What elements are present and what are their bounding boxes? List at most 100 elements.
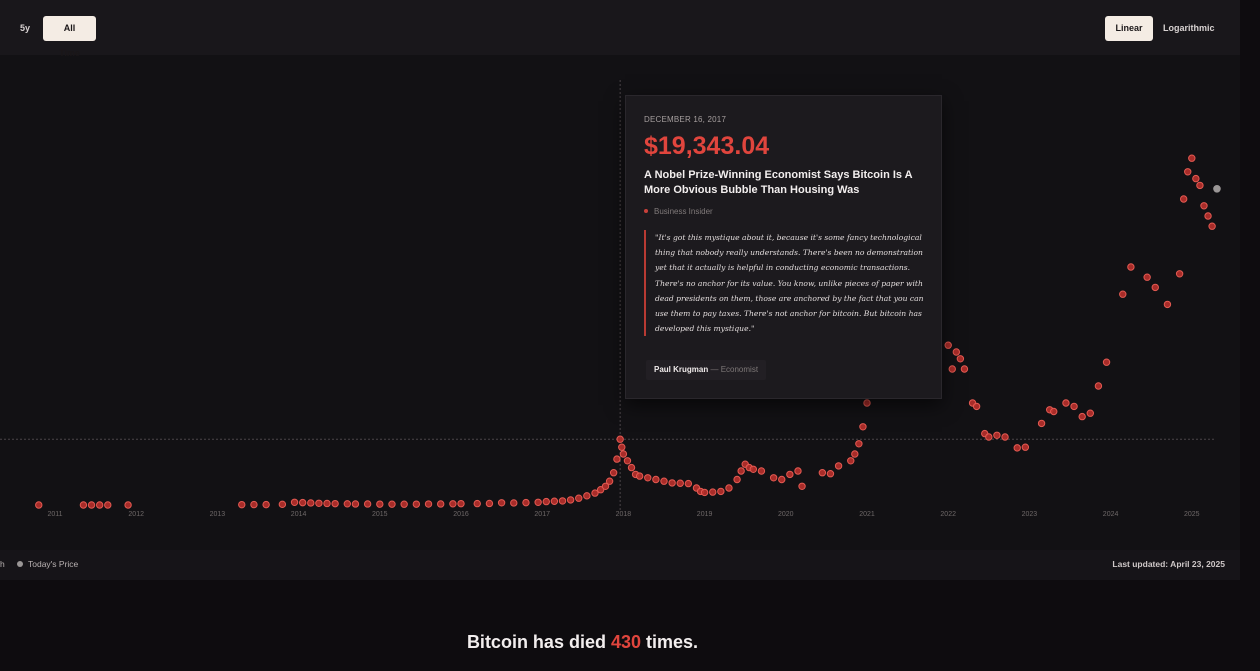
death-event-point: [700, 488, 709, 497]
range-all-time-button[interactable]: All Time: [43, 16, 96, 58]
death-event-point: [449, 500, 457, 508]
price-scatter-chart[interactable]: 2011 2012 2013 2014 2015 2016 2017 2018 2019 2020…: [0, 55, 1240, 525]
death-event-point: [1086, 409, 1095, 417]
death-event-point: [1070, 402, 1078, 411]
death-event-point: [601, 482, 610, 490]
tooltip-author: Paul Krugman — Economist: [646, 360, 767, 380]
caption-prefix: Bitcoin has died: [466, 632, 611, 652]
death-event-point: [262, 500, 270, 509]
death-event-point: [652, 475, 660, 484]
death-event-point: [1192, 174, 1200, 183]
death-event-point: [948, 365, 956, 373]
death-event-point: [290, 498, 299, 506]
death-event-point: [668, 479, 676, 487]
death-event-point: [331, 499, 339, 508]
chart-toolbar: 5y All Time Linear Logarithmic: [0, 0, 1240, 58]
chart-footer: h Today's Price Last updated: April 23, …: [0, 550, 1240, 580]
death-event-point: [684, 479, 693, 488]
x-tick-label: 2013: [210, 511, 226, 518]
death-event-point: [1062, 399, 1070, 407]
death-event-point: [786, 470, 794, 479]
death-count-caption: Bitcoin has died 430 times.: [0, 632, 1165, 653]
death-event-point: [960, 365, 969, 373]
death-event-point: [412, 500, 421, 508]
death-event-point: [343, 500, 352, 508]
death-event-point: [424, 500, 433, 508]
death-event-point: [1119, 290, 1127, 298]
death-event-point: [307, 499, 315, 507]
death-event-point: [522, 498, 530, 507]
death-event-point: [1175, 270, 1184, 278]
death-event-point: [1037, 419, 1046, 428]
legend-item-partial: h: [0, 559, 5, 569]
death-event-point: [769, 474, 778, 482]
death-event-point: [737, 467, 745, 475]
scale-linear-button[interactable]: Linear: [1105, 16, 1153, 41]
death-event-point: [534, 498, 542, 506]
death-event-point: [1127, 263, 1135, 271]
death-event-point: [437, 500, 445, 508]
death-event-point: [944, 341, 952, 349]
death-event-point: [457, 499, 465, 508]
x-tick-label: 2014: [291, 511, 307, 518]
tooltip-source-name: Business Insider: [654, 207, 713, 216]
x-tick-label: 2016: [453, 511, 469, 518]
death-event-point: [1184, 168, 1192, 176]
death-event-point: [635, 472, 644, 480]
death-event-point: [1094, 382, 1103, 390]
death-event-point: [993, 431, 1001, 439]
death-event-point: [550, 497, 559, 505]
death-event-point: [323, 499, 331, 508]
death-event-point: [818, 469, 827, 477]
death-event-point: [778, 475, 786, 484]
death-event-point: [298, 498, 307, 507]
range-5y-button[interactable]: 5y: [20, 23, 31, 33]
death-event-point: [388, 500, 396, 508]
death-event-point: [863, 399, 871, 407]
death-event-point: [485, 499, 494, 508]
chart-panel: 5y All Time Linear Logarithmic 2011 2012 2…: [0, 0, 1240, 580]
x-tick-label: 2024: [1103, 511, 1119, 518]
death-event-point: [104, 501, 112, 509]
tooltip-author-name: Paul Krugman: [654, 365, 709, 374]
death-event-point: [363, 500, 372, 508]
x-tick-label: 2019: [697, 511, 713, 518]
death-event-point: [575, 494, 583, 502]
death-event-point: [250, 500, 258, 509]
death-event-point: [1204, 212, 1212, 220]
death-event-point: [644, 474, 652, 482]
death-event-point: [596, 486, 605, 494]
scale-logarithmic-button[interactable]: Logarithmic: [1163, 23, 1215, 33]
death-event-point: [847, 457, 855, 465]
death-event-point: [660, 477, 668, 485]
x-tick-label: 2021: [859, 511, 875, 518]
death-event-point: [851, 450, 859, 458]
death-event-point: [497, 499, 506, 507]
death-event-point: [1143, 273, 1151, 281]
tooltip-headline[interactable]: A Nobel Prize-Winning Economist Says Bit…: [644, 169, 913, 196]
death-event-point: [709, 488, 717, 496]
death-event-point: [315, 499, 323, 507]
x-tick-label: 2015: [372, 511, 388, 518]
death-event-point: [1200, 202, 1208, 210]
death-event-point: [725, 484, 733, 492]
death-event-point: [834, 462, 843, 470]
death-count: 430: [610, 632, 642, 652]
legend-today-label: Today's Price: [28, 559, 79, 569]
today-price-legend-dot: [17, 560, 23, 567]
event-tooltip: DECEMBER 16, 2017 $19,343.04 A Nobel Pri…: [625, 95, 942, 399]
death-event-point: [1151, 283, 1159, 292]
death-event-point: [376, 500, 384, 508]
death-event-point: [1013, 444, 1021, 452]
death-event-point: [972, 402, 981, 411]
caption-suffix: times.: [641, 632, 699, 652]
death-event-point: [510, 499, 518, 507]
death-event-point: [618, 443, 626, 451]
death-event-point: [351, 500, 360, 508]
death-event-point: [613, 455, 621, 463]
death-event-point: [985, 433, 993, 441]
death-event-point: [855, 440, 863, 448]
death-event-point: [1001, 433, 1009, 441]
x-tick-label: 2011: [47, 511, 62, 518]
death-event-point: [1208, 222, 1216, 230]
